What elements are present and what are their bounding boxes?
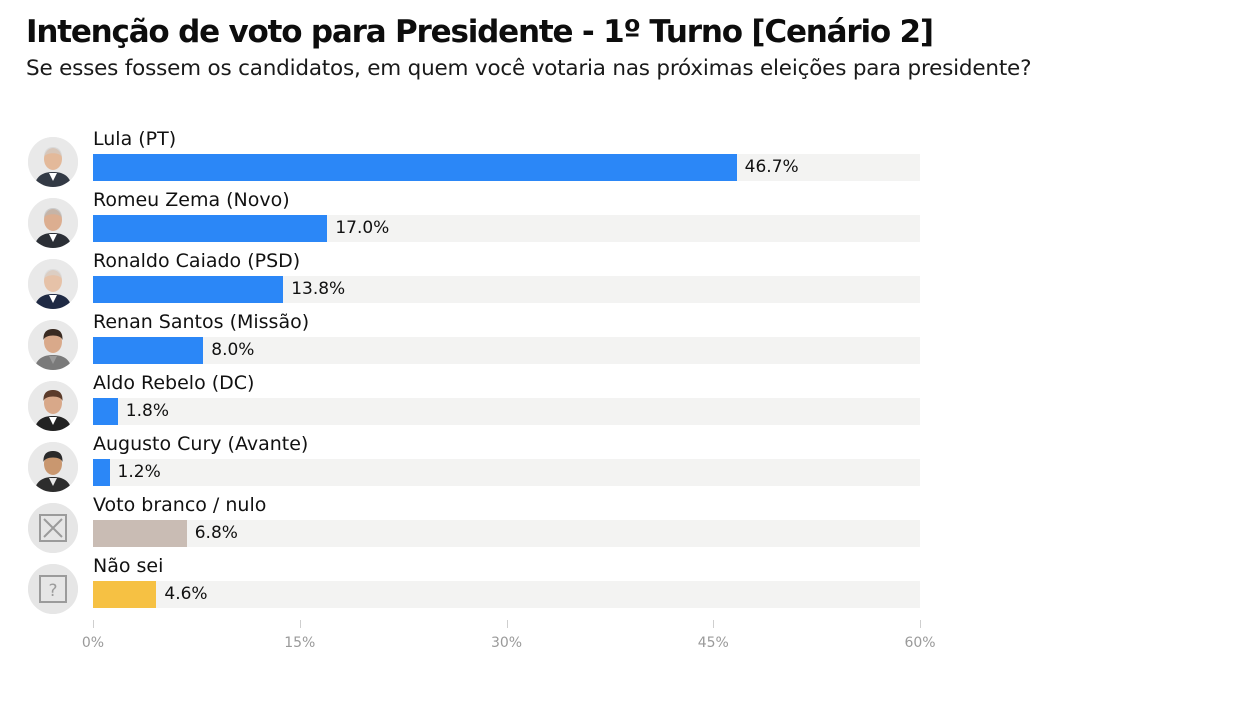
candidate-avatar	[28, 320, 78, 370]
bar-track: 1.8%	[93, 398, 920, 425]
category-label: Voto branco / nulo	[93, 494, 267, 516]
category-label: Aldo Rebelo (DC)	[93, 372, 255, 394]
x-tick-label: 15%	[284, 635, 316, 651]
chart-row: Ronaldo Caiado (PSD) 13.8%	[0, 250, 1000, 311]
data-label: 8.0%	[211, 340, 255, 360]
candidate-avatar	[28, 259, 78, 309]
chart-row: Voto branco / nulo 6.8%	[0, 494, 1000, 555]
bar-track: 46.7%	[93, 154, 920, 181]
x-tick-mark	[93, 620, 94, 628]
x-tick-label: 45%	[697, 635, 729, 651]
candidate-avatar	[28, 198, 78, 248]
x-tick-mark	[299, 620, 301, 628]
bar	[93, 398, 118, 425]
x-tick-label: 0%	[81, 635, 105, 651]
data-label: 46.7%	[744, 157, 799, 177]
data-label: 6.8%	[194, 523, 238, 543]
data-label: 1.8%	[125, 401, 169, 421]
chart-row: Augusto Cury (Avante) 1.2%	[0, 433, 1000, 494]
bar	[93, 276, 284, 303]
x-tick-mark	[920, 620, 921, 628]
bar-track: 6.8%	[93, 520, 920, 547]
question-box-icon: ?	[28, 564, 78, 614]
category-label: Ronaldo Caiado (PSD)	[93, 250, 301, 272]
bar	[93, 154, 737, 181]
chart-title: Intenção de voto para Presidente - 1º Tu…	[26, 14, 934, 50]
bar-track: 13.8%	[93, 276, 920, 303]
bar-track: 17.0%	[93, 215, 920, 242]
bar-track: 1.2%	[93, 459, 920, 486]
svg-text:?: ?	[48, 581, 57, 601]
x-tick-mark	[713, 620, 715, 628]
data-label: 17.0%	[335, 218, 390, 238]
bar	[93, 337, 204, 364]
bar	[93, 215, 328, 242]
bar	[93, 520, 187, 547]
category-label: Romeu Zema (Novo)	[93, 189, 290, 211]
bar	[93, 581, 157, 608]
chart-subtitle: Se esses fossem os candidatos, em quem v…	[26, 56, 1032, 81]
candidate-avatar	[28, 381, 78, 431]
chart-row: Romeu Zema (Novo) 17.0%	[0, 189, 1000, 250]
bar-track: 4.6%	[93, 581, 920, 608]
data-label: 13.8%	[291, 279, 346, 299]
chart-row: Aldo Rebelo (DC) 1.8%	[0, 372, 1000, 433]
data-label: 1.2%	[117, 462, 161, 482]
candidate-avatar	[28, 137, 78, 187]
x-box-icon	[28, 503, 78, 553]
x-tick-label: 30%	[490, 635, 523, 651]
chart-row: Lula (PT) 46.7%	[0, 128, 1000, 189]
chart-row: Renan Santos (Missão) 8.0%	[0, 311, 1000, 372]
category-label: Lula (PT)	[93, 128, 177, 150]
category-label: Renan Santos (Missão)	[93, 311, 310, 333]
x-tick-label: 60%	[904, 635, 936, 651]
chart-row: ? Não sei 4.6%	[0, 555, 1000, 616]
bar-track: 8.0%	[93, 337, 920, 364]
category-label: Augusto Cury (Avante)	[93, 433, 309, 455]
category-label: Não sei	[93, 555, 164, 577]
x-tick-mark	[506, 620, 508, 628]
bar	[93, 459, 110, 486]
data-label: 4.6%	[164, 584, 208, 604]
candidate-avatar	[28, 442, 78, 492]
